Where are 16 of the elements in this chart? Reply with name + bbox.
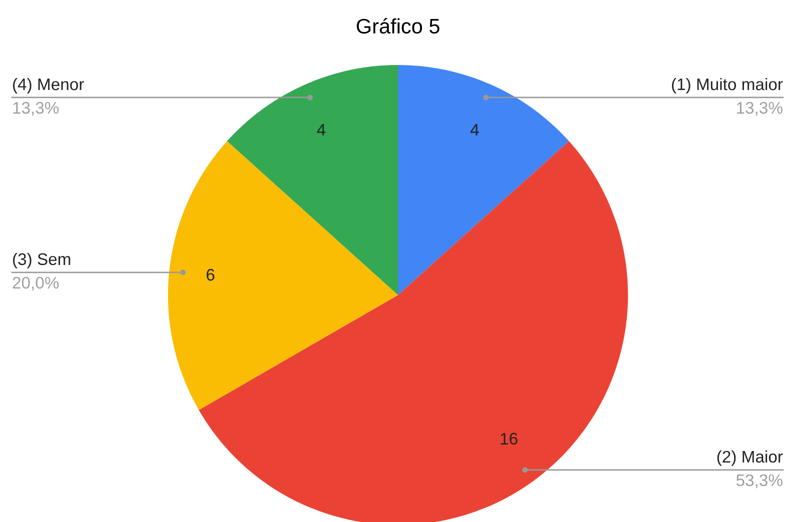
text: 53,3% xyxy=(736,474,782,488)
pie-slice xyxy=(227,65,398,295)
text: 20,0% xyxy=(12,276,59,291)
pie-slice xyxy=(398,65,569,295)
text: 13,3% xyxy=(13,102,59,116)
data-label: 16 xyxy=(500,432,518,445)
slice-label: (4) Menor xyxy=(13,78,84,94)
data-label: 4 xyxy=(470,124,479,136)
chart-title: Gráfico 5 xyxy=(356,18,440,34)
slice-label: (1) Muito maior xyxy=(672,78,783,94)
slice-label: (2) Maior xyxy=(717,450,783,466)
data-label: 6 xyxy=(206,268,214,281)
pie-slice xyxy=(168,141,398,410)
text: 13,3% xyxy=(737,102,782,116)
slice-label: (3) Sem xyxy=(13,252,70,268)
data-label: 4 xyxy=(317,124,326,136)
